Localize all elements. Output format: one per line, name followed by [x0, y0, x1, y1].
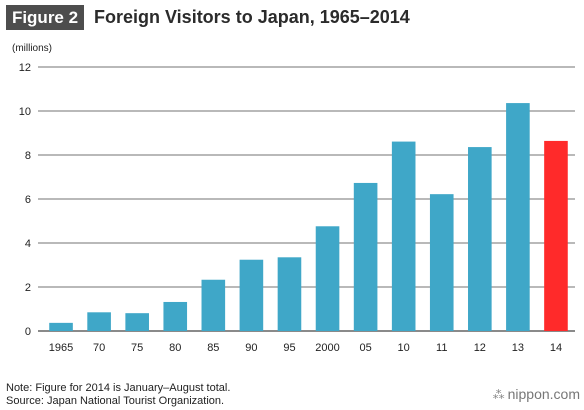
- bar: [429, 194, 454, 331]
- bar: [201, 279, 226, 331]
- x-tick-label: 1965: [49, 342, 73, 354]
- bar: [239, 259, 264, 331]
- bar: [506, 103, 530, 331]
- x-tick-label: 05: [359, 342, 371, 354]
- y-tick-label: 4: [25, 238, 31, 250]
- y-axis-label: (millions): [12, 43, 52, 54]
- x-tick-label: 90: [245, 342, 257, 354]
- x-tick-label: 95: [283, 342, 295, 354]
- brand-mark-icon: ⁂: [492, 388, 505, 402]
- y-tick-label: 2: [25, 282, 31, 294]
- bar: [468, 147, 492, 331]
- y-tick-label: 0: [25, 326, 31, 338]
- brand-logo: ⁂ nippon.com: [493, 386, 580, 402]
- bar: [49, 322, 73, 331]
- y-tick-label: 12: [19, 62, 31, 74]
- x-tick-label: 75: [131, 342, 143, 354]
- bar: [163, 301, 188, 331]
- note-text: Note: Figure for 2014 is January–August …: [6, 382, 231, 394]
- x-tick-label: 10: [398, 342, 410, 354]
- bar: [544, 140, 568, 331]
- bar: [315, 226, 340, 331]
- y-tick-label: 8: [25, 150, 31, 162]
- x-tick-label: 11: [436, 342, 447, 354]
- x-tick-label: 85: [207, 342, 219, 354]
- x-tick-label: 70: [93, 342, 105, 354]
- y-tick-label: 6: [25, 194, 31, 206]
- bar: [277, 257, 302, 331]
- brand-name: nippon.com: [507, 386, 580, 402]
- bar: [125, 313, 149, 331]
- x-tick-label: 2000: [315, 342, 339, 354]
- bar: [391, 141, 416, 331]
- x-tick-label: 12: [474, 342, 486, 354]
- bar-chart: (millions) 0 2 4 6 8 10 12 1965 70 75 80 85 90 95 2000 0…: [12, 43, 575, 354]
- x-tick-label: 13: [512, 342, 524, 354]
- figure-label-badge: Figure 2: [6, 5, 84, 30]
- y-tick-label: 10: [19, 106, 31, 118]
- source-text: Source: Japan National Tourist Organizat…: [6, 395, 225, 407]
- bar: [87, 312, 111, 331]
- x-tick-label: 80: [169, 342, 181, 354]
- bar: [353, 182, 378, 331]
- chart-title: Foreign Visitors to Japan, 1965–2014: [94, 7, 410, 27]
- x-tick-label: 14: [550, 342, 562, 354]
